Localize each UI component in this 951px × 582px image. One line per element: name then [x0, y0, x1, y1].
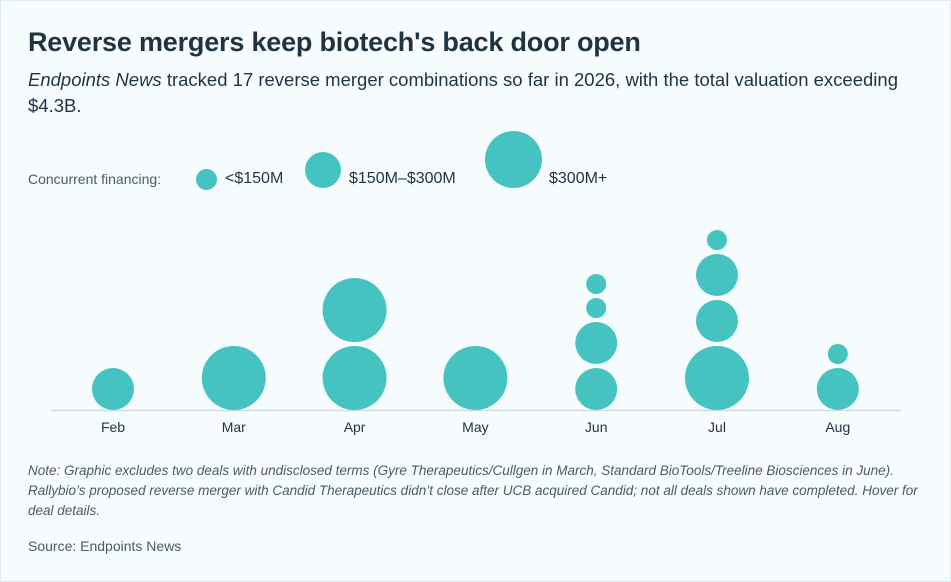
deal-bubble[interactable]	[696, 300, 738, 342]
x-tick-label: Mar	[222, 419, 246, 435]
deal-bubble[interactable]	[685, 346, 749, 410]
deal-bubble[interactable]	[92, 368, 134, 410]
legend-dot-large	[485, 131, 542, 188]
deal-bubble[interactable]	[322, 278, 387, 342]
bubble-chart: Feb Mar Apr May Jun Jul Aug	[51, 230, 901, 435]
deal-bubble[interactable]	[575, 368, 618, 410]
legend-item-small: <$150M	[225, 170, 284, 187]
legend-dot-small	[196, 169, 217, 190]
deal-bubble[interactable]	[575, 322, 618, 364]
chart-title: Reverse mergers keep biotech's back door…	[28, 27, 641, 57]
deal-bubble[interactable]	[586, 274, 607, 294]
deal-bubble[interactable]	[201, 346, 266, 410]
legend-dot-medium	[305, 152, 341, 188]
deal-bubble[interactable]	[322, 346, 387, 410]
deal-bubble[interactable]	[827, 344, 848, 364]
deal-bubble[interactable]	[816, 368, 859, 410]
chart-subtitle: Endpoints News tracked 17 reverse merger…	[28, 67, 908, 119]
chart-note: Note: Graphic excludes two deals with un…	[28, 463, 918, 518]
subtitle-text: tracked 17 reverse merger combinations s…	[28, 69, 898, 116]
legend-item-large: $300M+	[549, 170, 608, 187]
x-tick-label: Apr	[344, 419, 366, 435]
chart-source: Source: Endpoints News	[28, 538, 182, 554]
legend-item-medium: $150M–$300M	[349, 170, 456, 187]
x-tick-label: Jul	[708, 419, 726, 435]
x-tick-label: Aug	[825, 419, 850, 435]
deal-bubble[interactable]	[696, 254, 738, 296]
x-tick-label: Jun	[585, 419, 608, 435]
deal-bubble[interactable]	[586, 298, 607, 318]
x-tick-label: Feb	[101, 419, 125, 435]
x-tick-label: May	[462, 419, 488, 435]
deal-bubble[interactable]	[707, 230, 727, 250]
subtitle-publication: Endpoints News	[28, 69, 162, 90]
legend-label: Concurrent financing:	[28, 171, 162, 187]
deal-bubble[interactable]	[443, 346, 508, 410]
